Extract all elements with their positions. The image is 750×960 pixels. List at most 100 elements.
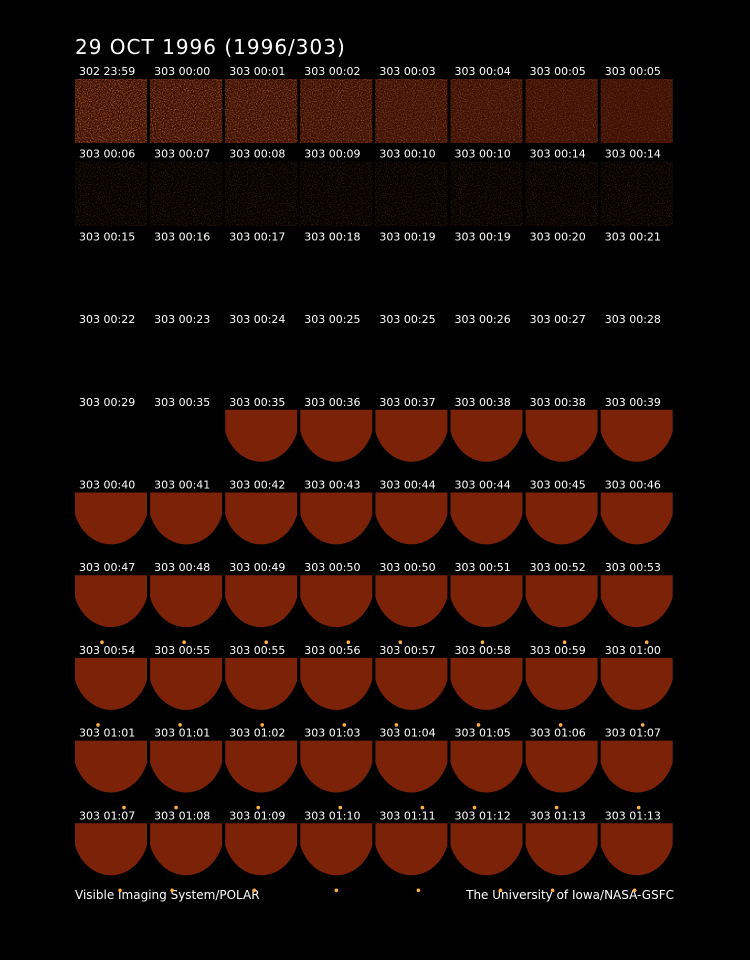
aurora-spot: [416, 888, 421, 893]
frame-timestamp: 303 00:17: [229, 230, 285, 243]
aurora-spot: [334, 888, 339, 893]
frame: 303 00:08: [225, 148, 298, 226]
frame-timestamp: 303 00:52: [530, 561, 586, 574]
frame-timestamp: 303 00:05: [530, 65, 586, 78]
frame-timestamp: 303 01:06: [530, 727, 586, 740]
frame: 303 00:45: [525, 479, 598, 545]
aurora-spot: [260, 723, 264, 727]
frame-timestamp: 303 01:12: [455, 809, 511, 822]
frame: 303 00:55: [150, 644, 223, 727]
frame: 303 00:35: [154, 396, 210, 409]
frame-noise: [225, 79, 298, 143]
frame-timestamp: 303 00:14: [530, 148, 586, 161]
frame: 303 00:26: [455, 313, 511, 326]
frame: 303 01:13: [525, 809, 598, 893]
frame-noise: [525, 161, 598, 226]
frame-noise: [300, 79, 373, 143]
frame: 303 00:50: [300, 561, 373, 644]
frame-timestamp: 303 01:00: [605, 644, 661, 657]
earth-disc: [525, 575, 598, 628]
frame: 303 00:21: [605, 230, 661, 243]
frame: 303 00:58: [450, 644, 523, 727]
frame-timestamp: 303 00:47: [79, 561, 135, 574]
frame-timestamp: 303 00:44: [455, 479, 511, 492]
earth-disc: [150, 740, 223, 793]
aurora-spot: [472, 805, 477, 810]
frame: 303 00:53: [600, 561, 673, 644]
frame-timestamp: 303 00:49: [229, 561, 285, 574]
frame-timestamp: 303 00:19: [455, 230, 511, 243]
earth-disc: [525, 657, 598, 710]
frame: 303 00:38: [525, 396, 598, 462]
earth-disc: [375, 823, 448, 876]
frame: 303 00:37: [375, 396, 448, 462]
frame: 303 00:24: [229, 313, 285, 326]
frame-timestamp: 303 00:57: [379, 644, 435, 657]
frame-timestamp: 303 01:04: [379, 727, 435, 740]
aurora-spot: [640, 723, 645, 727]
frame: 303 00:43: [300, 479, 373, 545]
frame: 303 00:29: [79, 396, 135, 409]
frame-timestamp: 303 01:02: [229, 727, 285, 740]
frame: 303 00:10: [375, 148, 448, 226]
frame: 303 00:28: [605, 313, 661, 326]
aurora-spot: [476, 723, 481, 727]
aurora-spot: [562, 640, 567, 644]
earth-disc: [300, 823, 373, 876]
frame: 303 00:17: [229, 230, 285, 243]
frame-noise: [375, 161, 448, 226]
frame: 303 00:46: [600, 479, 673, 545]
earth-disc: [450, 740, 523, 793]
earth-disc: [600, 657, 673, 710]
frame: 303 00:05: [525, 65, 598, 143]
frame-timestamp: 303 00:07: [154, 148, 210, 161]
frame: 303 00:27: [530, 313, 586, 326]
frame: 303 00:20: [530, 230, 586, 243]
aurora-spot: [252, 888, 256, 893]
frame-timestamp: 303 00:38: [455, 396, 511, 409]
frame: 303 00:40: [75, 479, 147, 545]
frame: 303 00:35: [225, 396, 298, 462]
frame-timestamp: 303 01:07: [605, 727, 661, 740]
frame-timestamp: 303 00:48: [154, 561, 210, 574]
frame: 303 01:09: [225, 809, 298, 893]
earth-disc: [225, 409, 298, 462]
frame: 303 01:07: [75, 809, 147, 893]
earth-disc: [450, 657, 523, 710]
earth-disc: [375, 409, 448, 462]
frame: 303 00:03: [375, 65, 448, 143]
frame: 303 01:00: [600, 644, 673, 727]
frame: 303 00:06: [75, 148, 147, 226]
frame-timestamp: 303 01:03: [304, 727, 360, 740]
frame-noise: [75, 79, 147, 143]
frame: 303 00:44: [450, 479, 523, 545]
aurora-spot: [498, 888, 503, 893]
aurora-spot: [178, 723, 182, 727]
frame-timestamp: 303 00:35: [229, 396, 285, 409]
frame-timestamp: 303 01:05: [455, 727, 511, 740]
title: 29 OCT 1996 (1996/303): [75, 35, 346, 59]
earth-disc: [600, 575, 673, 628]
frame-timestamp: 303 00:46: [605, 479, 661, 492]
frame-timestamp: 303 01:10: [304, 809, 360, 822]
frame-noise: [450, 161, 523, 226]
earth-disc: [600, 823, 673, 876]
earth-disc: [75, 657, 147, 710]
aurora-spot: [644, 640, 649, 644]
frame: 303 01:13: [600, 809, 673, 893]
frame: 303 00:15: [79, 230, 135, 243]
frame-noise: [300, 161, 373, 226]
earth-disc: [375, 657, 448, 710]
earth-disc: [525, 492, 598, 545]
frame-timestamp: 303 00:18: [304, 230, 360, 243]
frame-timestamp: 303 00:08: [229, 148, 285, 161]
frame: 303 00:10: [450, 148, 523, 226]
earth-disc: [150, 492, 223, 545]
earth-disc: [300, 740, 373, 793]
frame-noise: [375, 79, 448, 143]
earth-disc: [600, 409, 673, 462]
frame-timestamp: 303 00:38: [530, 396, 586, 409]
frame-noise: [225, 161, 298, 226]
frame-timestamp: 303 00:25: [304, 313, 360, 326]
aurora-spot: [174, 805, 178, 810]
